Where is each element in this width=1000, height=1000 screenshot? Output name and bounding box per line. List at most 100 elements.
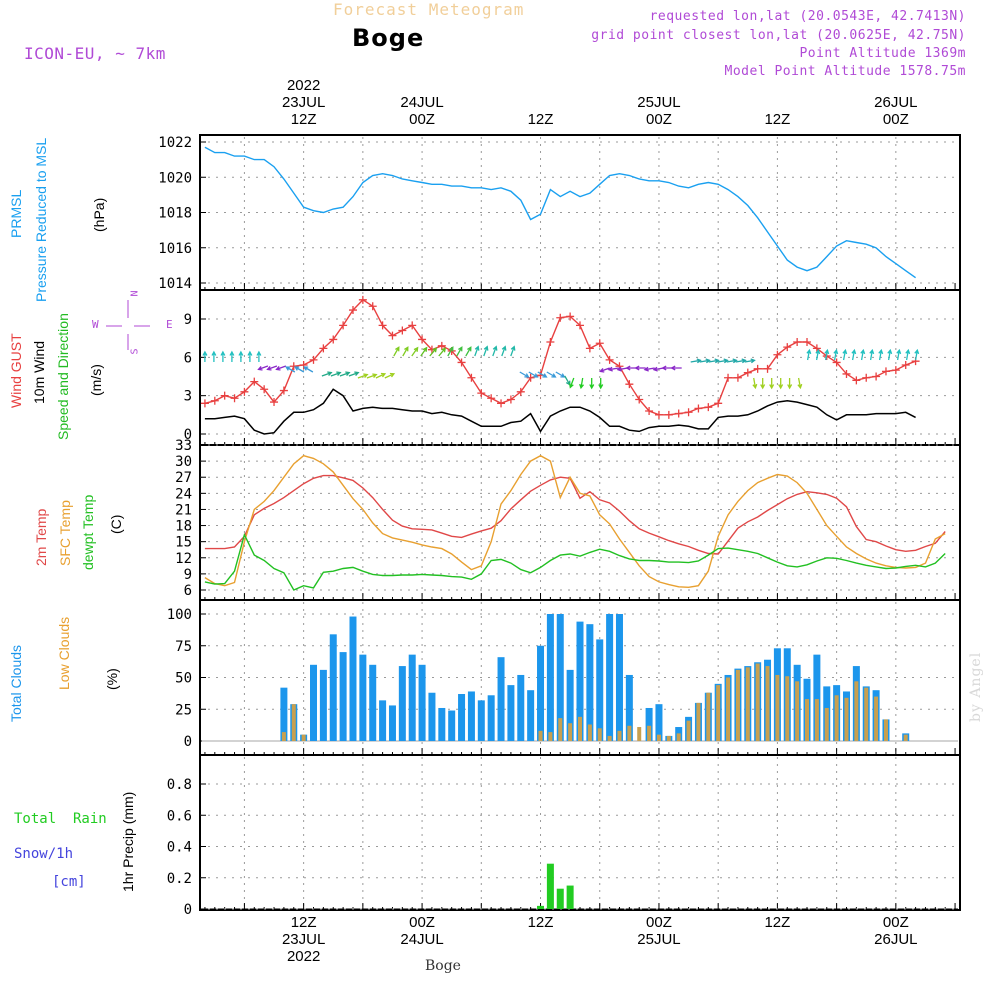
gust-point-marker [862, 373, 871, 382]
wind-direction-arrow [229, 350, 235, 362]
gust-point-marker [881, 367, 890, 376]
gust-point-marker [270, 398, 279, 407]
date-axis-line [737, 948, 817, 965]
wind-direction-arrow [670, 365, 682, 371]
date-axis-line: 2022 [286, 77, 321, 94]
low-cloud-bar [805, 699, 810, 741]
model-label: ICON-EU, ~ 7km [24, 44, 166, 63]
ms-unit-label: (m/s) [88, 364, 104, 396]
y-tick-label-pressure: 1018 [158, 206, 192, 222]
total-cloud-bar [458, 694, 466, 741]
total-cloud-bar [576, 621, 584, 741]
gust-point-marker [200, 399, 209, 408]
date-axis-line [619, 948, 699, 965]
total-cloud-bar [487, 695, 495, 741]
total-cloud-bar [329, 634, 337, 741]
low-cloud-bar [676, 733, 681, 741]
wind-direction-arrow [474, 345, 480, 357]
gust-point-marker [250, 377, 259, 386]
date-axis-line [856, 948, 936, 965]
wind-direction-arrow [402, 346, 409, 357]
location-title: Boge [352, 24, 425, 52]
wind-direction-arrow [294, 366, 305, 373]
gust-point-marker [556, 313, 565, 322]
date-axis-line: 00Z [882, 111, 909, 128]
wind-direction-arrow [483, 345, 489, 357]
y-tick-label-temp: 27 [175, 470, 192, 486]
wind-direction-arrow [833, 348, 839, 361]
snow-label: Snow/1h [14, 846, 74, 862]
date-axis-line: 25JUL [637, 931, 681, 948]
gust-point-marker [852, 376, 861, 385]
wind-direction-arrow [564, 375, 571, 386]
low-cloud-bar [775, 674, 780, 741]
date-axis-line: 12Z [764, 914, 791, 931]
date-axis-line [856, 77, 936, 94]
gust-point-marker [645, 407, 654, 415]
low-cloud-bar [726, 677, 731, 741]
snow-unit-label: [cm] [52, 874, 86, 890]
wind-direction-arrow [519, 371, 530, 378]
gust-point-marker [891, 366, 900, 375]
wind-direction-arrow [256, 350, 262, 362]
wind-direction-arrow [411, 346, 419, 357]
wind-direction-arrow [321, 371, 333, 377]
low-cloud-bar [795, 681, 800, 741]
date-axis-label: 12Z [501, 77, 581, 128]
gust-point-marker [763, 364, 772, 373]
gust-point-marker [753, 364, 762, 373]
wind-direction-arrow [589, 378, 595, 390]
gust-point-marker [566, 312, 575, 321]
low-cloud-bar [617, 730, 622, 741]
rain-bar [566, 885, 574, 909]
gust-point-marker [625, 380, 634, 389]
gust-point-marker [674, 409, 683, 418]
wind-direction-arrow [266, 365, 278, 371]
total-cloud-bar [615, 614, 623, 741]
y-tick-label-temp: 30 [175, 454, 192, 470]
series-line-temp-1 [204, 454, 946, 589]
compass-rose [106, 300, 150, 350]
low-cloud-bar [716, 685, 721, 741]
wind-direction-arrow [375, 372, 387, 379]
y-tick-label-pressure: 1020 [158, 170, 192, 186]
date-axis-line [619, 77, 699, 94]
gust-point-marker [684, 408, 693, 417]
gust-point-marker [595, 339, 604, 348]
total-cloud-bar [477, 700, 485, 741]
y-tick-label-clouds: 0 [184, 734, 192, 750]
total-cloud-bar [606, 614, 614, 741]
total-cloud-bar [566, 669, 574, 741]
y-tick-label-clouds: 75 [175, 639, 192, 655]
wind-direction-arrow [726, 358, 738, 364]
y-tick-label-temp: 33 [175, 438, 192, 454]
wind-direction-arrow [528, 371, 539, 378]
wind-direction-arrow [569, 377, 575, 389]
gust-point-marker [832, 358, 841, 367]
y-tick-label-temp: 12 [175, 551, 192, 567]
y-tick-label-temp: 18 [175, 519, 192, 535]
gust-point-marker [437, 341, 446, 350]
total-cloud-bar [280, 687, 288, 741]
gust-point-marker [220, 391, 229, 400]
wind-direction-arrow [599, 367, 610, 373]
rain-bar [546, 863, 554, 909]
low-cloud-bar [627, 725, 632, 741]
gust-point-marker [467, 373, 476, 382]
wind-direction-arrow [546, 371, 557, 378]
gust-point-marker [279, 386, 288, 395]
gust-point-marker [457, 358, 466, 367]
wind-direction-arrow [842, 348, 848, 361]
total-cloud-bar [497, 657, 505, 741]
wind-direction-arrow [492, 345, 498, 357]
gust-point-marker [388, 331, 397, 340]
date-axis-line [501, 94, 581, 111]
date-axis-line: 2022 [286, 948, 321, 965]
total-clouds-label: Total Clouds [8, 644, 24, 722]
date-axis-line: 12Z [527, 111, 554, 128]
total-cloud-bar [349, 616, 357, 741]
low-cloud-bar [291, 704, 296, 741]
wind-direction-arrow [202, 350, 208, 362]
total-cloud-bar [556, 614, 564, 741]
date-axis-line: 12Z [290, 111, 317, 128]
